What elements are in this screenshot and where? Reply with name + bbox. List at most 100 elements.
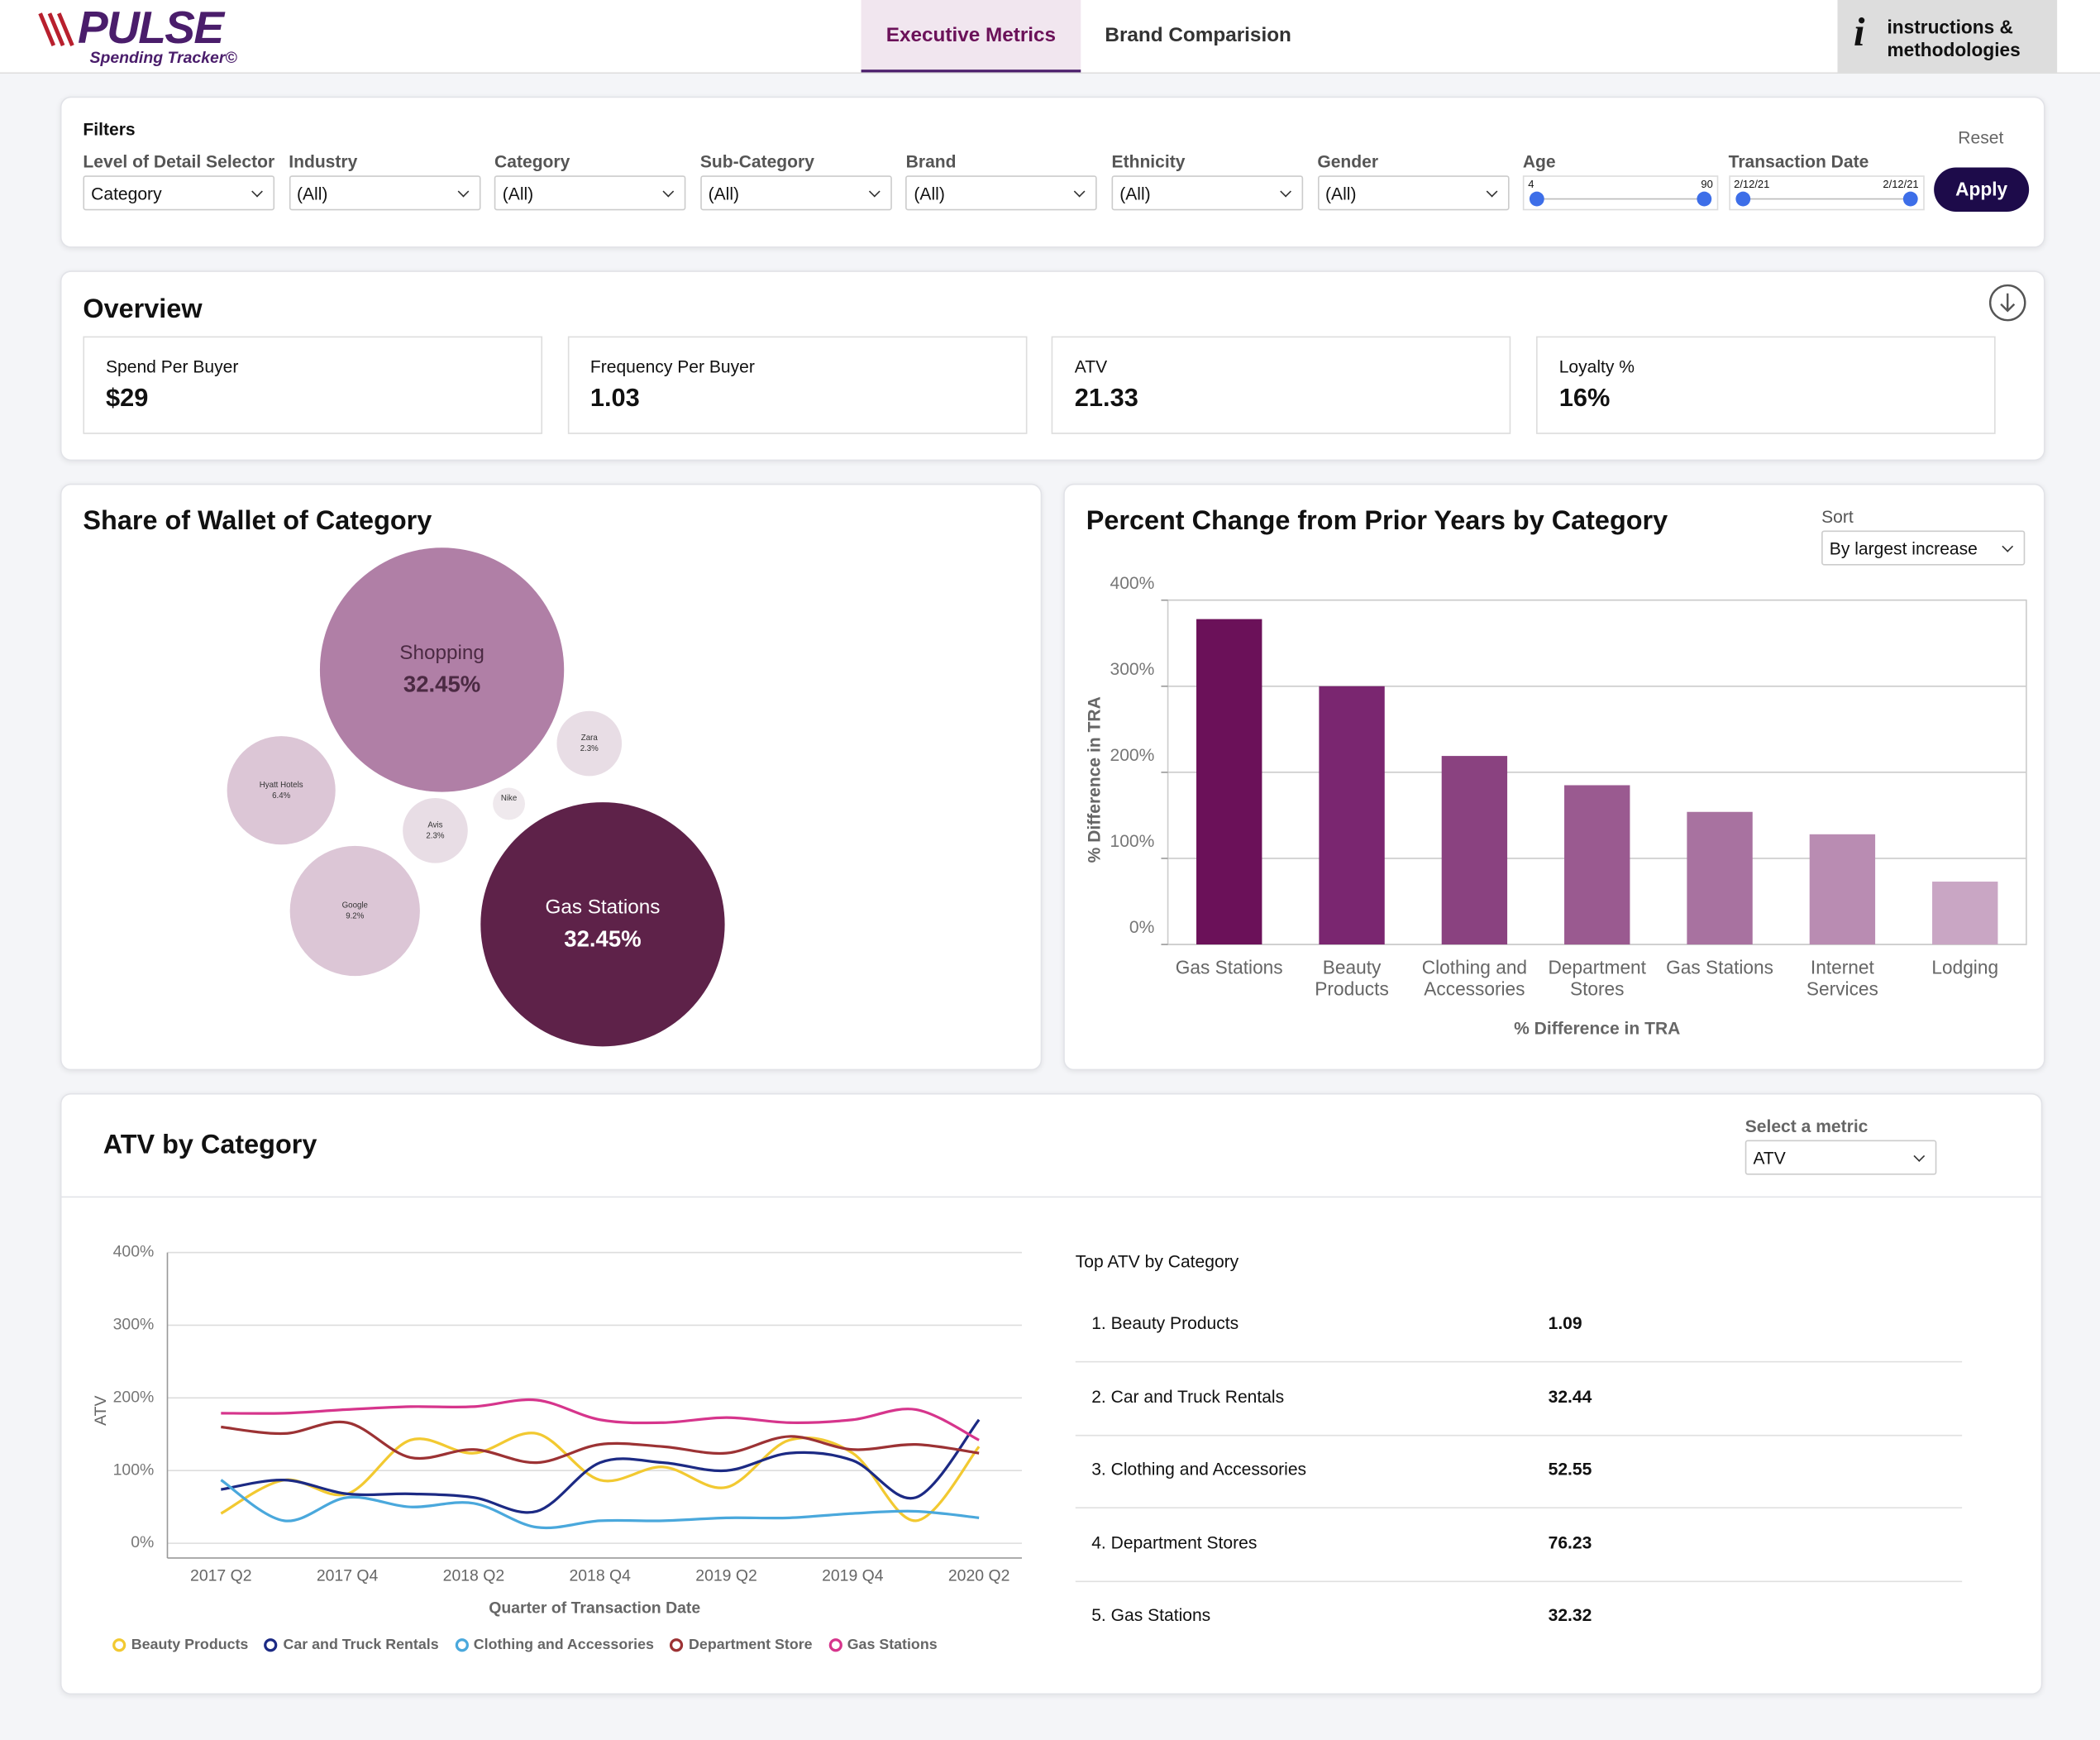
row-divider xyxy=(1075,1434,1963,1436)
slider-max: 90 xyxy=(1701,178,1713,191)
chevron xyxy=(1280,185,1291,198)
kpi-card xyxy=(83,336,543,434)
dropdown-value: Category xyxy=(91,183,162,204)
kpi-card xyxy=(1536,336,1996,434)
kpi-value: 16% xyxy=(1558,384,1611,413)
tab-active[interactable]: Executive Metrics xyxy=(861,0,1081,73)
info-icon: i xyxy=(1853,10,1865,55)
dropdown[interactable]: Category xyxy=(83,175,275,211)
kpi-label: Spend Per Buyer xyxy=(105,356,239,377)
chevron xyxy=(868,185,881,198)
legend-swatch xyxy=(264,1638,279,1652)
legend-item[interactable]: Gas Stations xyxy=(828,1637,938,1653)
slider[interactable]: 2/12/21 2/12/21 xyxy=(1728,175,1925,211)
row-name: 1. Beauty Products xyxy=(1091,1312,1239,1333)
legend-item[interactable]: Clothing and Accessories xyxy=(455,1637,654,1653)
legend-label: Beauty Products xyxy=(131,1637,249,1653)
sort-label: Sort xyxy=(1821,506,1854,527)
row-name: 5. Gas Stations xyxy=(1091,1604,1211,1625)
overview-title: Overview xyxy=(83,294,203,325)
filter-label: Transaction Date xyxy=(1728,151,1869,172)
reset-button[interactable]: Reset xyxy=(1958,127,2004,148)
kpi-card xyxy=(567,336,1027,434)
kpi-label: ATV xyxy=(1074,356,1108,377)
kpi-card xyxy=(1052,336,1511,434)
filter-label: Category xyxy=(494,151,570,172)
legend-swatch xyxy=(828,1638,842,1652)
chevron xyxy=(1074,185,1086,198)
x-tick-label: Lodging xyxy=(1931,956,1999,978)
legend-item[interactable]: Car and Truck Rentals xyxy=(264,1637,439,1653)
row-name: 4. Department Stores xyxy=(1091,1532,1258,1552)
table-title: Top ATV by Category xyxy=(1075,1250,1239,1272)
logo-mark xyxy=(38,12,74,47)
x-tick-label: Gas Stations xyxy=(1175,956,1283,978)
filters-title: Filters xyxy=(83,119,136,140)
filter-label: Level of Detail Selector xyxy=(83,151,275,172)
row-name: 2. Car and Truck Rentals xyxy=(1091,1385,1285,1407)
metric-label: Select a metric xyxy=(1744,1116,1869,1136)
slider[interactable]: 4 90 xyxy=(1522,175,1719,211)
chart-title: Share of Wallet of Category xyxy=(83,506,432,536)
dropdown[interactable]: By largest increase xyxy=(1821,530,2026,566)
legend-label: Department Store xyxy=(689,1637,813,1653)
row-value: 32.44 xyxy=(1548,1385,1592,1407)
dropdown[interactable]: (All) xyxy=(1111,175,1304,211)
x-tick-label: Internet Services xyxy=(1806,956,1878,1000)
legend-label: Car and Truck Rentals xyxy=(283,1637,439,1653)
slider-handle[interactable] xyxy=(1902,191,1918,207)
tab[interactable]: Brand Comparision xyxy=(1105,24,1291,47)
x-tick-label: Department Stores xyxy=(1548,956,1646,1000)
filter-label: Brand xyxy=(905,151,957,172)
chevron xyxy=(456,185,469,198)
chevron xyxy=(251,185,263,198)
filter-label: Age xyxy=(1522,151,1556,172)
slider-handle[interactable] xyxy=(1697,191,1712,207)
dropdown-value: By largest increase xyxy=(1829,538,1978,559)
row-name: 3. Clothing and Accessories xyxy=(1091,1459,1307,1479)
kpi-value: $29 xyxy=(105,384,149,413)
legend-swatch xyxy=(670,1638,684,1652)
slider-track xyxy=(1537,198,1704,200)
dropdown-value: (All) xyxy=(708,183,740,204)
row-divider xyxy=(1075,1360,1963,1363)
dropdown[interactable]: (All) xyxy=(289,175,480,211)
slider-handle[interactable] xyxy=(1529,191,1544,207)
row-value: 32.32 xyxy=(1548,1604,1592,1625)
help-button[interactable]: i instructions & methodologies xyxy=(1837,0,2058,73)
x-tick-label: Beauty Products xyxy=(1315,956,1389,1000)
dropdown[interactable]: (All) xyxy=(1317,175,1509,211)
slider-max: 2/12/21 xyxy=(1883,178,1919,191)
dropdown[interactable]: ATV xyxy=(1744,1140,1937,1175)
kpi-value: 21.33 xyxy=(1074,384,1138,413)
slider-track xyxy=(1743,198,1910,200)
help-text: instructions & methodologies xyxy=(1887,16,2021,60)
dropdown-value: ATV xyxy=(1753,1148,1786,1169)
apply-button[interactable]: Apply xyxy=(1934,167,2030,212)
logo: PULSE xyxy=(77,2,224,54)
filters-panel xyxy=(60,96,2045,248)
slider-min: 4 xyxy=(1528,178,1534,191)
chevron xyxy=(1486,185,1497,198)
dropdown-value: (All) xyxy=(1119,183,1151,204)
filter-label: Ethnicity xyxy=(1111,151,1186,172)
dropdown[interactable]: (All) xyxy=(699,175,892,211)
row-value: 1.09 xyxy=(1548,1312,1582,1333)
slider-handle[interactable] xyxy=(1735,191,1750,207)
dropdown-value: (All) xyxy=(1325,183,1357,204)
chevron xyxy=(2002,541,2014,552)
legend-item[interactable]: Beauty Products xyxy=(112,1637,248,1653)
slider-min: 2/12/21 xyxy=(1734,178,1770,191)
kpi-label: Frequency Per Buyer xyxy=(589,356,755,377)
filter-label: Industry xyxy=(289,151,358,172)
dropdown[interactable]: (All) xyxy=(494,175,686,211)
legend-item[interactable]: Department Store xyxy=(670,1637,813,1653)
kpi-label: Loyalty % xyxy=(1558,356,1635,377)
dropdown[interactable]: (All) xyxy=(905,175,1098,211)
chevron xyxy=(1913,1150,1926,1162)
row-value: 52.55 xyxy=(1548,1459,1592,1479)
chart-title: Percent Change from Prior Years by Categ… xyxy=(1086,506,1668,536)
dropdown-value: (All) xyxy=(914,183,945,204)
